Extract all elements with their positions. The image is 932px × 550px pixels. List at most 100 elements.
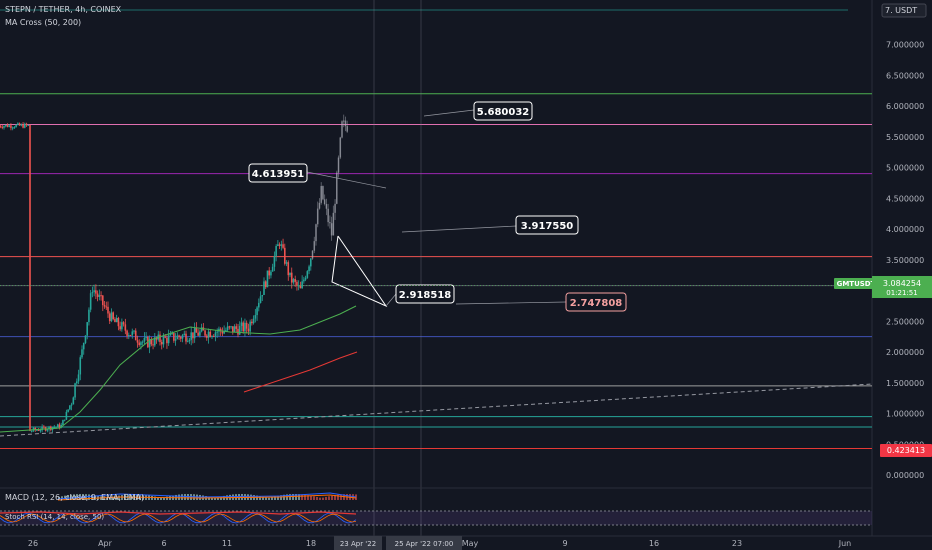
candle-body — [342, 120, 345, 122]
candle-body — [263, 281, 265, 296]
y-tick-label: 1.000000 — [886, 410, 924, 419]
candle-body — [138, 342, 140, 345]
x-tick-label: May — [462, 539, 479, 548]
callout-label: 2.747808 — [570, 298, 623, 309]
candle-body — [320, 186, 322, 203]
candle-body — [62, 420, 64, 426]
candle-body — [346, 126, 348, 132]
stoch-rsi-legend[interactable]: Stoch RSI (14, 14, close, 50) — [5, 513, 105, 521]
macd-histogram-bar — [334, 495, 336, 500]
callout-box — [473, 101, 533, 121]
candle-body — [308, 266, 310, 272]
candle-body — [81, 349, 83, 358]
candle-body — [337, 157, 340, 173]
candle-body — [318, 202, 321, 209]
candle-body — [252, 318, 255, 324]
candle-body — [254, 315, 257, 319]
candle-body — [174, 339, 177, 341]
candle-body — [108, 313, 111, 322]
candle-body — [277, 244, 279, 247]
candle-body — [278, 244, 281, 246]
candle-body — [176, 335, 179, 340]
candle-body — [180, 337, 182, 339]
macd-histogram-bar — [70, 494, 72, 500]
candle-body — [207, 331, 210, 338]
candle-body — [259, 296, 262, 303]
candle-body — [25, 123, 28, 126]
price-tag-countdown: 01:21:51 — [886, 289, 917, 297]
candle-body — [261, 295, 264, 297]
candle-body — [41, 426, 43, 431]
red-price-tag — [880, 444, 932, 457]
candle-body — [214, 332, 217, 337]
candle-body — [74, 383, 76, 398]
candle-body — [89, 293, 92, 310]
callout-label: 2.918518 — [399, 290, 452, 301]
candle-body — [119, 326, 121, 330]
candle-body — [310, 258, 312, 267]
candle-body — [155, 337, 158, 340]
callout-box — [515, 215, 579, 235]
candle-body — [58, 424, 61, 428]
macd-histogram-bar — [307, 495, 309, 500]
candle-body — [88, 309, 90, 323]
candle-body — [245, 322, 248, 329]
candle-body — [93, 290, 95, 293]
macd-histogram-bar — [280, 495, 282, 500]
callout-connector — [401, 225, 517, 233]
symbol-legend[interactable]: STEPN / TETHER, 4h, COINEX — [5, 5, 122, 14]
macd-histogram-bar — [328, 496, 330, 500]
callout-box — [395, 284, 455, 304]
candle-body — [204, 330, 206, 336]
candle-body — [34, 427, 36, 430]
macd-legend[interactable]: MACD (12, 26, close, 9, EMA, EMA) — [5, 493, 145, 502]
candle-body — [336, 172, 338, 204]
candle-body — [303, 279, 305, 282]
stoch-d-line — [0, 513, 357, 523]
candle-body — [258, 302, 260, 308]
candle-body — [195, 327, 198, 333]
candle-body — [268, 270, 270, 276]
macd-histogram-bar — [220, 496, 222, 500]
candle-body — [327, 208, 329, 223]
macd-histogram-bar — [106, 497, 108, 500]
candle-body — [169, 333, 172, 336]
macd-histogram-bar — [214, 497, 216, 500]
ma-cross-legend[interactable]: MA Cross (50, 200) — [5, 18, 82, 27]
macd-histogram-bar — [61, 496, 63, 500]
candle-body — [84, 335, 87, 343]
candle-body — [323, 199, 326, 205]
macd-histogram-bar — [295, 494, 297, 500]
candle-body — [290, 272, 293, 283]
candle-body — [117, 317, 120, 327]
candle-body — [301, 281, 303, 289]
x-tick-label: 16 — [649, 539, 659, 548]
candle-body — [304, 277, 307, 280]
y-tick-label: 6.500000 — [886, 71, 924, 80]
macd-histogram-bar — [160, 497, 162, 500]
candle-body — [37, 429, 40, 431]
candle-body — [221, 331, 224, 334]
wedge-pattern — [331, 235, 388, 308]
ticker-label: GMTUSDT — [837, 280, 876, 288]
macd-histogram-bar — [256, 495, 258, 500]
candle-body — [152, 344, 154, 346]
macd-histogram-bar — [322, 497, 324, 500]
date-cursor-left — [334, 536, 382, 550]
candle-body — [199, 331, 201, 336]
candle-body — [297, 285, 300, 287]
candle-body — [240, 322, 243, 326]
macd-histogram-bar — [163, 497, 165, 500]
y-tick-label: 4.500000 — [886, 194, 924, 203]
candle-body — [344, 120, 347, 127]
candle-body — [251, 321, 253, 324]
macd-histogram-bar — [184, 494, 186, 500]
candle-body — [76, 381, 78, 384]
x-tick-label: 26 — [28, 539, 38, 548]
callout-label: 4.613951 — [252, 169, 305, 180]
candle-body — [206, 335, 208, 338]
macd-histogram-bar — [73, 494, 75, 500]
candle-body — [313, 241, 316, 251]
